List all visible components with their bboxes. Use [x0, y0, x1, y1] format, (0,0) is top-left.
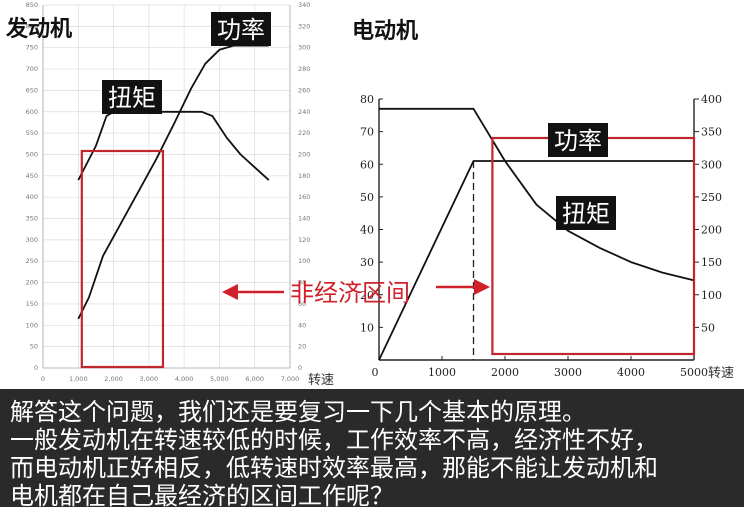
y-left-tick-label: 200 — [26, 279, 38, 287]
y-left-tick-label: 80 — [360, 93, 374, 106]
chart-title: 发动机 — [5, 16, 72, 42]
y-right-tick-label: 20 — [298, 343, 306, 351]
x-tick-label: 0 — [372, 366, 379, 379]
y-right-tick-label: 280 — [298, 65, 310, 73]
y-right-tick-label: 220 — [298, 129, 310, 137]
y-left-tick-label: 850 — [26, 1, 38, 9]
series-tag: 功率 — [554, 127, 602, 155]
y-right-tick-label: 240 — [298, 108, 310, 116]
y-left-tick-label: 30 — [360, 256, 374, 269]
series-tag-bg — [102, 80, 162, 114]
y-left-tick-label: 100 — [26, 321, 38, 329]
y-right-tick-label: 160 — [298, 193, 310, 201]
series-line-功率 — [378, 160, 694, 361]
y-left-tick-label: 50 — [360, 191, 374, 204]
y-left-tick-label: 10 — [360, 321, 374, 334]
y-left-tick-label: 700 — [26, 65, 38, 73]
high-rpm-highlight-box — [491, 136, 696, 356]
caption-line: 而电动机正好相反，低转速时效率最高，那能不能让发动机和 — [10, 454, 658, 482]
y-left-tick-label: 60 — [360, 158, 374, 171]
engine-chart: 0 1,000 2,000 3,000 4,000 5,000 6,000 7,000 0 50 1… — [5, 1, 334, 388]
y-right-tick-label: 100 — [701, 289, 722, 302]
x-tick-label: 2,000 — [104, 375, 123, 383]
caption-line: 电机都在自己最经济的区间工作呢？ — [10, 482, 394, 507]
y-right-tick-label: 200 — [701, 224, 722, 237]
y-right-tick-label: 50 — [701, 321, 715, 334]
caption-line: 解答这个问题，我们还是要复习一下几个基本的原理。 — [10, 398, 586, 426]
series-line-扭矩 — [379, 107, 695, 282]
y-right-tick-label: 150 — [701, 256, 722, 269]
y-left-tick-label: 650 — [26, 86, 38, 94]
series-tag-bg — [556, 196, 616, 230]
series-tag: 功率 — [217, 16, 265, 44]
x-tick-label: 4000 — [617, 366, 645, 379]
x-tick-label: 4,000 — [175, 375, 194, 383]
series-tag: 扭矩 — [108, 84, 156, 112]
y-left-tick-label: 400 — [26, 193, 38, 201]
y-left-tick-label: 500 — [26, 150, 38, 158]
y-left-tick-label: 250 — [26, 257, 38, 265]
motor-chart: 0 1000 2000 3000 4000 5000 10 20 30 40 50 60 70 80 50 1… — [352, 19, 734, 381]
y-right-tick-label: 320 — [298, 22, 310, 30]
y-left-tick-label: 350 — [26, 215, 38, 223]
y-left-tick-label: 150 — [26, 300, 38, 308]
y-right-tick-label: 260 — [298, 86, 310, 94]
y-right-tick-label: 100 — [298, 257, 310, 265]
x-tick-label: 3,000 — [140, 375, 159, 383]
y-right-tick-label: 340 — [298, 1, 310, 9]
series-tag-bg — [211, 12, 271, 46]
y-left-tick-label: 0 — [34, 364, 38, 372]
caption-line: 一般发动机在转速较低的时候，工作效率不高，经济性不好， — [10, 426, 658, 454]
series-tag-bg — [548, 123, 608, 157]
y-left-tick-label: 20 — [360, 289, 374, 302]
y-left-tick-label: 600 — [26, 108, 38, 116]
x-axis-label: 转速 — [708, 366, 734, 381]
y-right-tick-label: 40 — [298, 321, 306, 329]
y-left-tick-label: 800 — [26, 22, 38, 30]
x-tick-label: 7,000 — [281, 375, 300, 383]
y-left-tick-label: 450 — [26, 172, 38, 180]
x-tick-label: 5,000 — [210, 375, 229, 383]
x-tick-label: 5000 — [680, 366, 708, 379]
y-right-tick-label: 180 — [298, 172, 310, 180]
y-right-tick-label: 120 — [298, 236, 310, 244]
y-right-tick-label: 60 — [298, 300, 306, 308]
left-arrow-head — [222, 284, 238, 300]
y-right-tick-label: 200 — [298, 150, 310, 158]
right-arrow-head — [474, 279, 490, 295]
y-left-tick-label: 300 — [26, 236, 38, 244]
y-left-tick-label: 50 — [30, 343, 38, 351]
y-left-tick-label: 70 — [360, 126, 374, 139]
x-axis-label: 转速 — [308, 373, 334, 388]
y-right-tick-label: 300 — [298, 44, 310, 52]
series-tag: 扭矩 — [562, 200, 610, 228]
y-right-tick-label: 250 — [701, 191, 722, 204]
caption-panel: 解答这个问题，我们还是要复习一下几个基本的原理。 一般发动机在转速较低的时候，工… — [0, 389, 744, 507]
y-left-tick-label: 750 — [26, 44, 38, 52]
y-right-tick-label: 350 — [701, 126, 722, 139]
x-tick-label: 1,000 — [69, 375, 88, 383]
y-right-tick-label: 400 — [701, 93, 722, 106]
economy-zone-annotation: 非经济区间 — [222, 279, 490, 307]
x-tick-label: 6,000 — [245, 375, 264, 383]
x-tick-label: 1000 — [428, 366, 456, 379]
y-right-tick-label: 300 — [701, 158, 722, 171]
x-tick-label: 3000 — [554, 366, 582, 379]
x-tick-label: 2000 — [491, 366, 519, 379]
series-line-扭矩 — [77, 110, 270, 181]
y-right-tick-label: 0 — [298, 364, 302, 372]
x-tick-label: 0 — [41, 375, 45, 383]
center-label: 非经济区间 — [290, 279, 410, 307]
y-right-tick-label: 80 — [298, 279, 306, 287]
chart-title: 电动机 — [352, 19, 418, 44]
y-left-tick-label: 40 — [360, 224, 374, 237]
low-rpm-highlight-box — [80, 149, 165, 369]
y-right-tick-label: 140 — [298, 215, 310, 223]
y-left-tick-label: 550 — [26, 129, 38, 137]
